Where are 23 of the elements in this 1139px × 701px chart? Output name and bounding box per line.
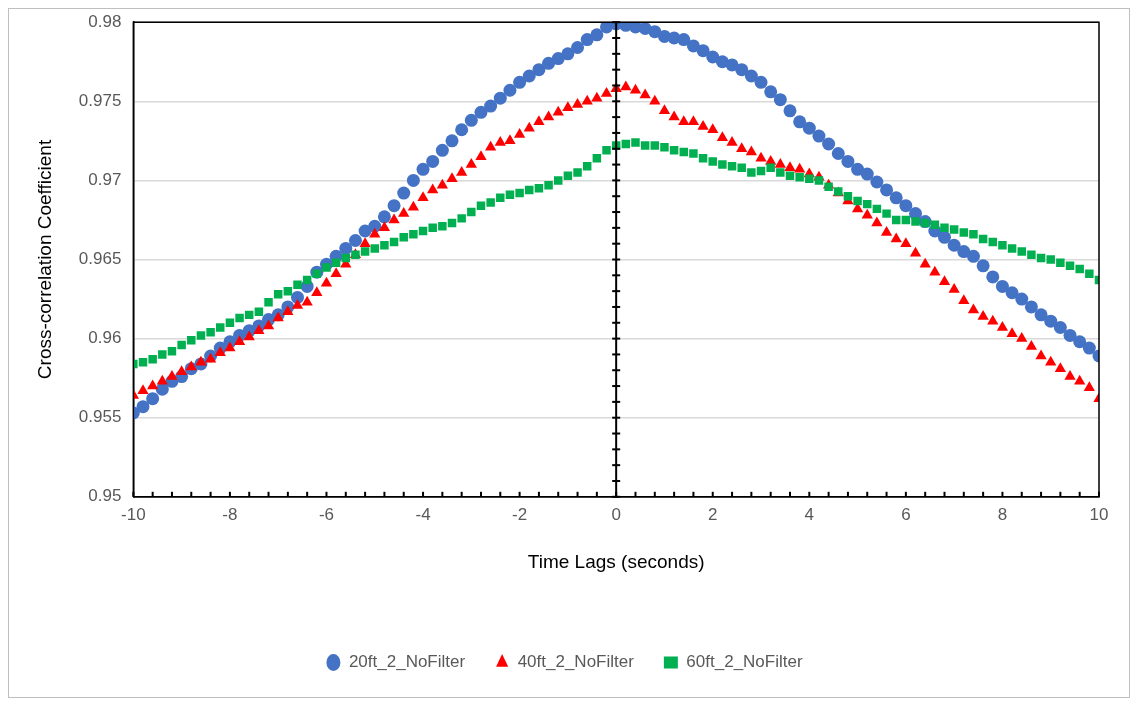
legend-label: 40ft_2_NoFilter [517,652,635,672]
x-tick-label: 2 [708,504,718,524]
legend-label: 60ft_2_NoFilter [686,652,803,672]
y-axis-title: Cross-correlation Coefficient [33,139,55,380]
y-tick-label: 0.97 [88,170,122,190]
x-tick-label: -4 [415,504,431,524]
y-tick-label: 0.965 [78,249,122,269]
x-tick-label: -2 [512,504,528,524]
x-axis-title: Time Lags (seconds) [527,550,705,572]
x-tick-label: -8 [222,504,238,524]
x-tick-label: 6 [901,504,911,524]
x-tick-label: 0 [611,504,621,524]
x-tick-label: 10 [1089,504,1109,524]
y-tick-label: 0.96 [88,328,122,348]
x-tick-label: -10 [121,504,146,524]
x-tick-label: -6 [318,504,335,524]
y-tick-label: 0.955 [78,407,122,427]
y-tick-label: 0.95 [88,486,122,506]
x-tick-label: 4 [804,504,815,524]
legend-label: 20ft_2_NoFilter [348,652,466,672]
y-tick-label: 0.975 [78,90,122,110]
x-tick-label: 8 [997,504,1008,524]
y-tick-label: 0.98 [88,11,122,31]
